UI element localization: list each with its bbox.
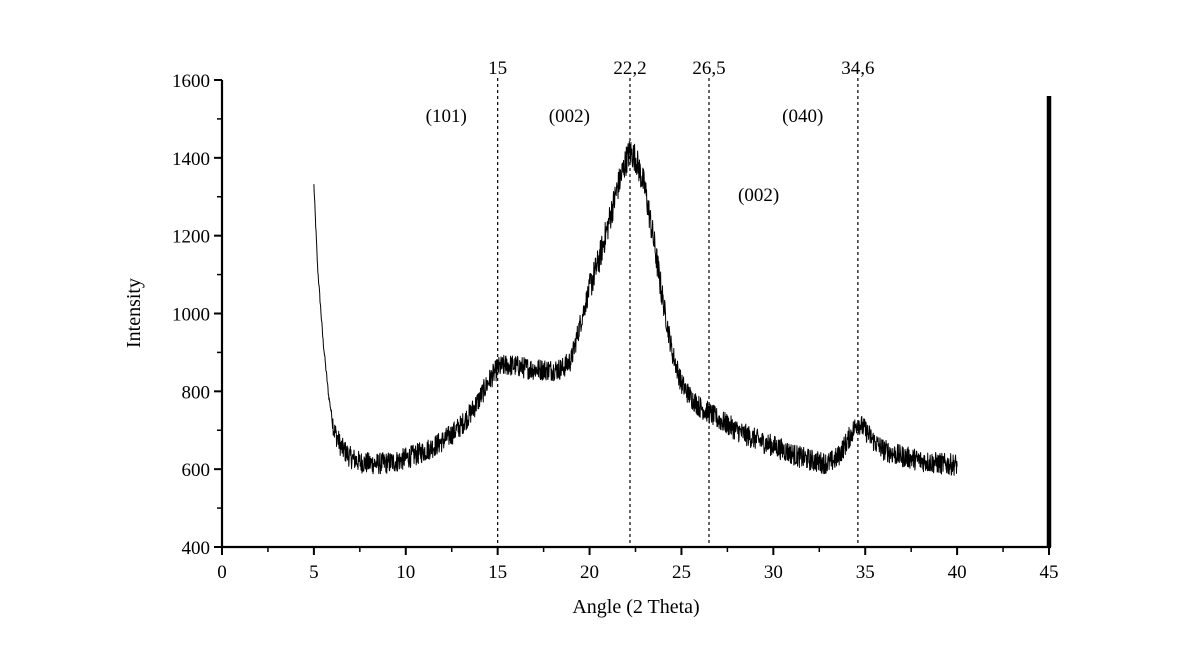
x-tick-label: 30 — [764, 562, 783, 583]
x-tick-label: 10 — [396, 562, 415, 583]
reference-lines: 15 22,2 26,5 34,6 (101) (002) (040) (002) — [426, 58, 874, 547]
x-tick-label: 45 — [1040, 562, 1059, 583]
y-tick-label: 1000 — [172, 305, 210, 326]
x-tick-label: 5 — [309, 562, 319, 583]
y-axis-title: Intensity — [123, 278, 145, 348]
axes: 0 5 10 15 20 25 30 35 40 45 400 600 800 1000 1200 1400 1… — [172, 71, 1059, 583]
y-tick-label: 400 — [182, 538, 211, 559]
series-layer — [313, 140, 958, 476]
peak-position-label: 34,6 — [841, 58, 874, 79]
miller-index-label: (002) — [549, 106, 590, 127]
y-tick-label: 1200 — [172, 227, 210, 248]
xrd-series-line — [313, 140, 958, 476]
y-tick-label: 1600 — [172, 71, 210, 92]
y-tick-label: 1400 — [172, 149, 210, 170]
peak-position-label: 26,5 — [692, 58, 725, 79]
y-tick-label: 800 — [182, 382, 211, 403]
peak-position-label: 22,2 — [613, 58, 646, 79]
miller-index-label: (002) — [738, 185, 779, 206]
labels: Angle (2 Theta) Intensity — [123, 278, 700, 618]
x-axis-title: Angle (2 Theta) — [572, 596, 699, 618]
x-tick-label: 20 — [580, 562, 599, 583]
y-tick-label: 600 — [182, 460, 211, 481]
x-tick-label: 25 — [672, 562, 691, 583]
x-tick-label: 40 — [948, 562, 967, 583]
x-tick-label: 15 — [488, 562, 507, 583]
x-tick-label: 35 — [856, 562, 875, 583]
miller-index-label: (040) — [782, 106, 823, 127]
peak-position-label: 15 — [488, 58, 507, 79]
x-tick-label: 0 — [217, 562, 227, 583]
miller-index-label: (101) — [426, 106, 467, 127]
